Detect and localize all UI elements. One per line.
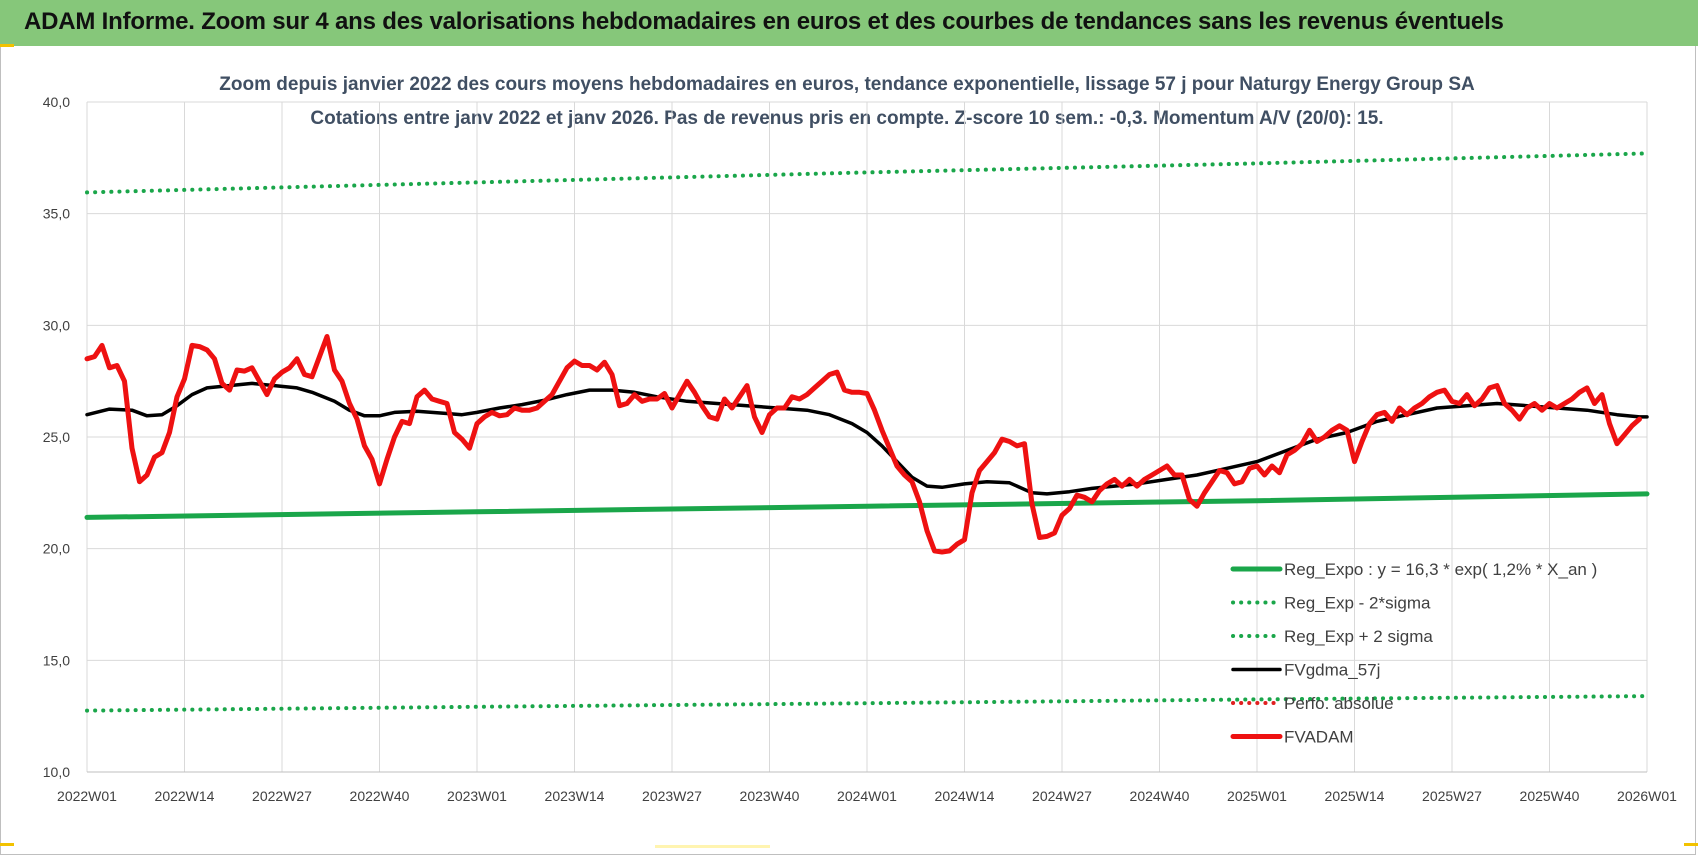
gridlines bbox=[86, 101, 1648, 773]
chart-title-line2: Cotations entre janv 2022 et janv 2026. … bbox=[310, 108, 1383, 129]
series-line-3 bbox=[85, 381, 1649, 496]
corner-mark bbox=[655, 845, 770, 848]
y-tick-label: 10,0 bbox=[43, 764, 70, 780]
y-tick-label: 35,0 bbox=[43, 206, 70, 222]
x-tick-label: 2024W27 bbox=[1032, 788, 1092, 804]
chart-title-line1: Zoom depuis janvier 2022 des cours moyen… bbox=[219, 74, 1475, 95]
corner-mark bbox=[0, 44, 14, 47]
y-tick-label: 40,0 bbox=[43, 94, 70, 110]
legend-label: Reg_Exp - 2*sigma bbox=[1284, 594, 1431, 613]
axis-tick-labels: 2022W01 2022W14 2022W27 2022W40 2023W01 2023W… bbox=[43, 94, 1677, 804]
corner-mark bbox=[1684, 843, 1698, 846]
x-tick-label: 2022W27 bbox=[252, 788, 312, 804]
legend-label: Reg_Exp + 2 sigma bbox=[1284, 627, 1433, 646]
legend-label: FVADAM bbox=[1284, 728, 1354, 747]
x-tick-label: 2022W40 bbox=[350, 788, 410, 804]
series-lines bbox=[84, 151, 1650, 713]
x-tick-label: 2022W01 bbox=[57, 788, 117, 804]
legend: Reg_Expo : y = 16,3 * exp( 1,2% * X_an )… bbox=[1230, 560, 1597, 747]
x-tick-label: 2025W27 bbox=[1422, 788, 1482, 804]
series-line-5 bbox=[84, 334, 1642, 555]
legend-label: Perfo. absolue bbox=[1284, 694, 1394, 713]
report-banner: ADAM Informe. Zoom sur 4 ans des valoris… bbox=[0, 0, 1698, 46]
series-line-0 bbox=[84, 491, 1650, 520]
corner-mark bbox=[0, 843, 14, 846]
x-tick-label: 2023W40 bbox=[740, 788, 800, 804]
series-line-2 bbox=[85, 151, 1649, 195]
x-tick-label: 2024W40 bbox=[1130, 788, 1190, 804]
legend-label: Reg_Expo : y = 16,3 * exp( 1,2% * X_an ) bbox=[1284, 560, 1597, 579]
x-tick-label: 2022W14 bbox=[155, 788, 215, 804]
x-tick-label: 2025W14 bbox=[1325, 788, 1385, 804]
x-tick-label: 2025W01 bbox=[1227, 788, 1287, 804]
y-tick-label: 25,0 bbox=[43, 429, 70, 445]
report-title: ADAM Informe. Zoom sur 4 ans des valoris… bbox=[24, 8, 1504, 35]
x-tick-label: 2023W14 bbox=[545, 788, 605, 804]
y-tick-label: 30,0 bbox=[43, 317, 70, 333]
x-tick-label: 2024W01 bbox=[837, 788, 897, 804]
x-tick-label: 2025W40 bbox=[1520, 788, 1580, 804]
x-tick-label: 2026W01 bbox=[1617, 788, 1677, 804]
x-tick-label: 2023W27 bbox=[642, 788, 702, 804]
y-tick-label: 20,0 bbox=[43, 541, 70, 557]
x-tick-label: 2024W14 bbox=[935, 788, 995, 804]
series-line-1 bbox=[85, 694, 1649, 713]
x-tick-label: 2023W01 bbox=[447, 788, 507, 804]
legend-label: FVgdma_57j bbox=[1284, 661, 1380, 680]
y-tick-label: 15,0 bbox=[43, 652, 70, 668]
